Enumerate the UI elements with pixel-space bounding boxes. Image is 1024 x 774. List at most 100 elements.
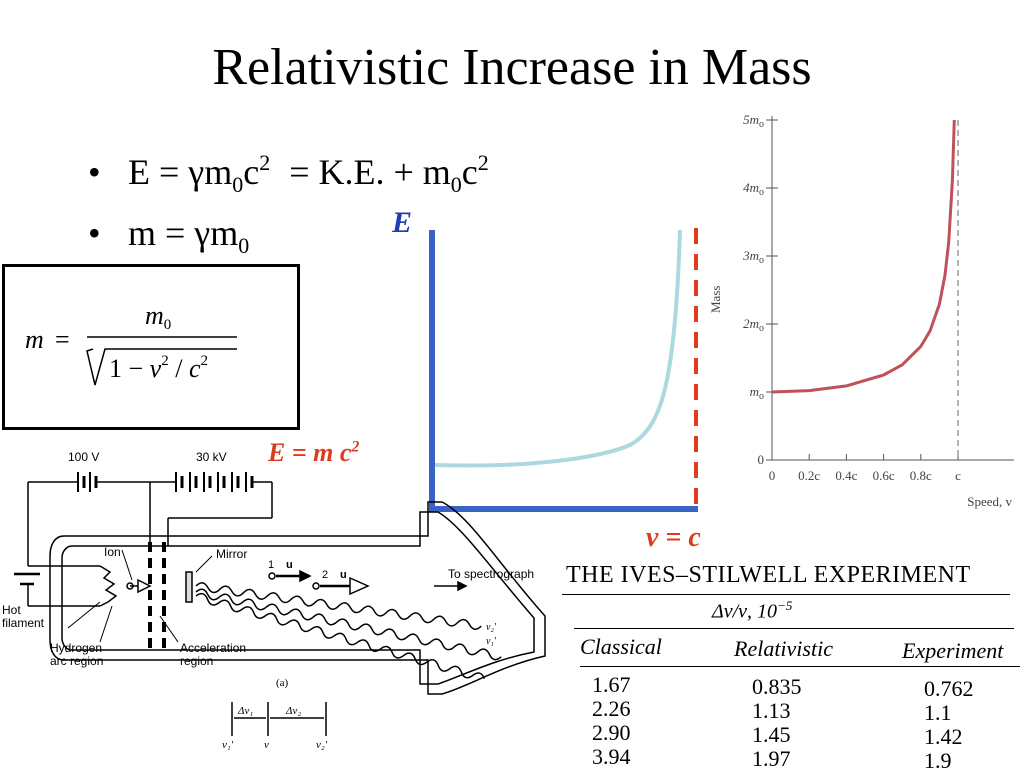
energy-speed-plot [429,228,698,512]
table-rule-mid [574,628,1014,629]
mass-curve [771,119,956,394]
mass-energy-equation: E = m c2 [268,438,360,467]
table-cell: 2.26 [592,696,631,721]
ion-marker [126,582,134,590]
position-2-label: 2 [322,569,328,581]
table-cell: 1.13 [752,698,791,723]
light-wave-1 [195,582,482,630]
ion-position-2 [312,582,320,590]
leader-line [195,555,213,573]
leader-line [99,605,113,643]
delta-nu1-label: Δν₁ [237,705,253,717]
ives-stilwell-table: THE IVES–STILWELL EXPERIMENT Δν/ν, 10−5 … [562,560,1022,773]
ion-arrow [349,576,370,596]
x-tick-label: 0.6c [873,468,895,483]
x-tick-label: 0.8c [910,468,932,483]
formula-numerator: m0 [145,301,172,333]
y-tick-label: 2mo [743,316,764,334]
table-cell: 1.45 [752,722,791,747]
y-tick-label: 0 [758,452,765,467]
scale-nu: ν [264,739,269,751]
energy-curve [434,229,682,468]
delta-nu2-label: Δν₂ [285,705,301,717]
y-tick-label: 5mo [743,112,764,130]
table-rule-bottom [580,666,1020,667]
bullet-sub: 0 [450,172,462,197]
x-tick-label: 0.2c [798,468,820,483]
leader-line [121,549,133,581]
table-cell: 0.835 [752,674,802,699]
table-title: THE IVES–STILWELL EXPERIMENT [566,562,971,588]
nu1-prime-label: ν₁′ [486,636,497,647]
table-cell: 1.42 [924,724,963,749]
mass-formula-box: m = m0 1 − v2 / c2 [2,264,300,430]
vacuum-tube-inner [61,511,535,685]
part-label: (a) [276,677,289,689]
hydrogen-arc-label: Hydrogen arc region [50,642,104,668]
leader-line [67,601,101,629]
x-tick-label: c [955,468,961,483]
velocity-2-label: u [340,569,347,581]
table-cell: 1.9 [924,748,952,773]
y-axis-label: Mass [708,286,723,313]
table-col-classical: Classical [580,634,662,659]
table-col-relativistic: Relativistic [734,636,833,661]
table-cell: 2.90 [592,720,631,745]
bullet-marker: • [88,213,101,253]
acceleration-label: Acceleration region [180,642,247,668]
leader-line [159,615,179,643]
spectrograph-label: To spectrograph [448,567,534,581]
slide-title: Relativistic Increase in Mass [212,39,812,96]
table-cell: 1.1 [924,700,952,725]
formula-denominator: 1 − v2 / c2 [109,353,208,383]
formula-equals: = [55,325,70,354]
hot-filament-coil [99,565,118,607]
light-wave-3 [195,592,486,679]
x-tick-label: 0 [769,468,776,483]
table-col-experiment: Experiment [902,638,1004,663]
bullet-marker: • [88,152,101,192]
vacuum-tube [49,501,546,695]
ives-stilwell-apparatus: 100 V 30 kV Ion Mirror To spectrograph 1… [2,450,546,751]
x-axis-label: Speed, v [967,494,1012,509]
ion-arrow [137,578,152,594]
bullet-sub: 0 [232,172,244,197]
bullet-sub: 0 [238,233,250,258]
bullet-sup: 2 [259,150,271,175]
hot-filament-label: Hot filament [2,604,45,630]
bullet-text: c [461,152,478,192]
velocity-1-label: u [286,559,293,571]
table-rule-top [562,594,1010,595]
mirror [185,571,193,603]
position-1-label: 1 [268,559,274,571]
scale-nu2-prime: ν₂′ [316,739,328,751]
voltage-label-30kv: 30 kV [196,450,227,464]
table-cell: 3.94 [592,744,631,769]
mirror-label: Mirror [216,547,247,561]
energy-axis-label: E [392,206,413,239]
bullet-mass: • m = γm0 [88,213,249,266]
table-cell: 1.97 [752,746,791,771]
high-voltage-battery [175,472,254,492]
table-cell: 0.762 [924,676,974,701]
formula-radical [86,336,237,386]
bullet-text: E = γm [128,152,233,192]
table-subheader: Δν/ν, 10−5 [712,598,793,623]
voltage-label-100v: 100 V [68,450,99,464]
y-tick-label: mo [750,384,764,402]
bullet-text: m = γm [128,213,239,253]
bullet-energy: • E = γm0c2 = K.E. + m0c2 [88,143,489,205]
bullet-text: = K.E. + m [280,152,451,192]
y-tick-label: 4mo [743,180,764,198]
x-tick-label: 0.4c [835,468,857,483]
speed-of-light-label: v = c [646,522,701,553]
ion-position-1 [268,572,276,580]
mass-speed-chart: 0 mo 2mo 3mo 4mo 5mo 0 0.2c 0.4c 0.6c 0.8c c Mass Spe… [708,112,1014,509]
table-cell: 1.67 [592,672,631,697]
bullet-sup: 2 [477,150,489,175]
ion-label: Ion [104,545,121,559]
y-tick-label: 3mo [742,248,764,266]
light-wave-2 [195,588,502,661]
bullet-text: c [243,152,260,192]
scale-nu1-prime: ν₁′ [222,739,234,751]
